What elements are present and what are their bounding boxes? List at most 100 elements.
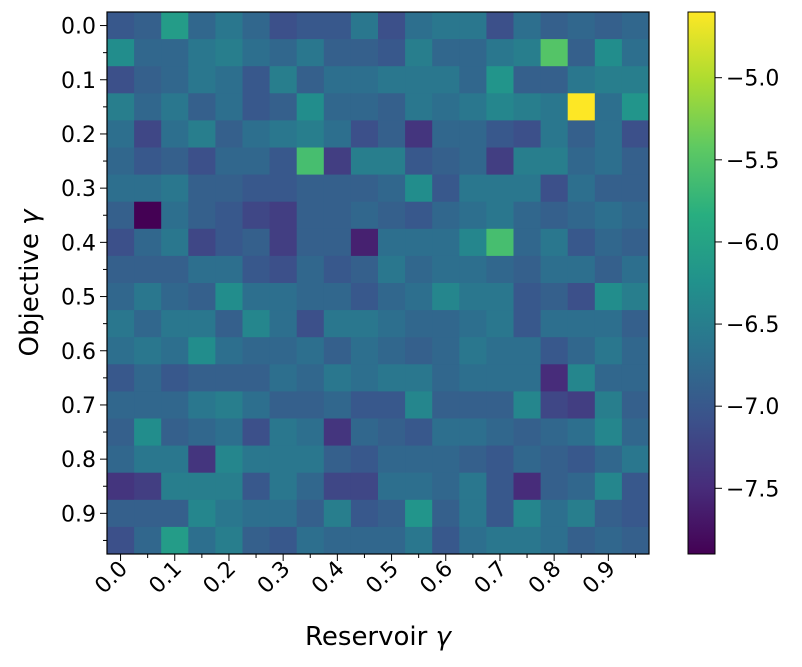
y-axis-label: Objective γ [15, 208, 45, 357]
heatmap-cell [215, 364, 243, 392]
colorbar-tick-label: −7.0 [726, 395, 779, 420]
heatmap-cell [161, 364, 189, 392]
heatmap-cell [296, 174, 325, 203]
heatmap-cell [296, 310, 325, 338]
heatmap-cell [350, 337, 379, 365]
y-tick-label: 0.6 [61, 340, 96, 365]
heatmap-cell [459, 337, 487, 365]
heatmap-cell [242, 364, 270, 392]
heatmap-cell [459, 310, 487, 338]
heatmap-cell [621, 499, 650, 528]
heatmap-cell [432, 147, 460, 175]
heatmap-cell [540, 255, 569, 284]
heatmap-cell [378, 228, 406, 257]
heatmap-cell [567, 228, 596, 257]
y-tick-label: 0.2 [61, 123, 96, 148]
heatmap-cell [594, 174, 623, 203]
x-tick-label: 0.7 [470, 557, 512, 599]
heatmap-cell [432, 526, 460, 555]
heatmap-cell [594, 364, 623, 392]
heatmap-cell [134, 12, 162, 40]
heatmap-cell [378, 66, 406, 94]
heatmap-cell [296, 201, 325, 230]
heatmap-cell [567, 147, 596, 175]
heatmap-cell [323, 120, 352, 148]
heatmap-cell [486, 445, 514, 474]
heatmap-cell [350, 39, 379, 67]
heatmap-cell [296, 337, 325, 365]
heatmap-cell [323, 418, 352, 446]
heatmap-cell [269, 120, 298, 148]
heatmap-cell [134, 255, 162, 284]
heatmap-cell [621, 228, 650, 257]
plot-frame [106, 11, 650, 555]
heatmap-cell [350, 364, 379, 392]
heatmap-cell [242, 283, 270, 311]
heatmap-cell [161, 472, 189, 501]
heatmap-cell [378, 283, 406, 311]
heatmap-cell [296, 499, 325, 528]
heatmap-cell [378, 39, 406, 67]
heatmap-cell [621, 391, 650, 419]
heatmap-cell [269, 66, 298, 94]
heatmap-cell [513, 499, 541, 528]
heatmap-cell [405, 174, 433, 203]
heatmap-cell [486, 228, 514, 257]
heatmap-cell [567, 364, 596, 392]
heatmap-cell [215, 255, 243, 284]
heatmap-cell [432, 39, 460, 67]
heatmap-cell [486, 147, 514, 175]
heatmap-cell [459, 255, 487, 284]
heatmap-cell [107, 255, 135, 284]
heatmap-cell [323, 337, 352, 365]
heatmap-cell [107, 418, 135, 446]
heatmap-cell [134, 66, 162, 94]
heatmap-cell [269, 174, 298, 203]
heatmap-cell [188, 472, 216, 501]
heatmap-cell [540, 418, 569, 446]
heatmap-cell [513, 228, 541, 257]
heatmap-cell [107, 174, 135, 203]
heatmap-cell [486, 364, 514, 392]
heatmap-cell [134, 93, 162, 121]
heatmap-cell [215, 174, 243, 203]
heatmap-cell [215, 93, 243, 121]
heatmap-cell [161, 391, 189, 419]
heatmap-cell [432, 201, 460, 230]
heatmap-cell [242, 445, 270, 474]
heatmap-cell [432, 228, 460, 257]
heatmap-cell [378, 364, 406, 392]
heatmap-cell [432, 364, 460, 392]
heatmap-cell [486, 337, 514, 365]
heatmap-cell [296, 391, 325, 419]
heatmap-cell [269, 526, 298, 555]
heatmap-cell [215, 499, 243, 528]
heatmap-cell [594, 12, 623, 40]
heatmap-cell [378, 445, 406, 474]
heatmap-cell [269, 310, 298, 338]
heatmap-cell [378, 120, 406, 148]
heatmap-cell [161, 418, 189, 446]
heatmap-cell [350, 283, 379, 311]
heatmap-cell [459, 391, 487, 419]
heatmap-cell [215, 283, 243, 311]
heatmap-cell [107, 201, 135, 230]
heatmap-cell [540, 391, 569, 419]
heatmap-cell [594, 120, 623, 148]
heatmap-cell [242, 66, 270, 94]
heatmap-cell [134, 418, 162, 446]
heatmap-cell [188, 499, 216, 528]
heatmap-cell [215, 228, 243, 257]
heatmap-cell [378, 12, 406, 40]
heatmap-cell [269, 418, 298, 446]
heatmap-cell [513, 120, 541, 148]
heatmap-cell [405, 93, 433, 121]
heatmap-cell [486, 283, 514, 311]
heatmap-cell [459, 418, 487, 446]
heatmap-cell [188, 201, 216, 230]
heatmap-cell [161, 174, 189, 203]
heatmap-cell [405, 39, 433, 67]
heatmap-cell [567, 174, 596, 203]
heatmap-cell [567, 526, 596, 555]
heatmap-cell [594, 445, 623, 474]
